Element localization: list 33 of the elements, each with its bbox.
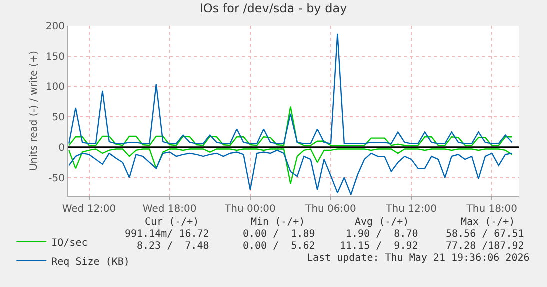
- text: 0.00 / 1.89: [243, 229, 316, 240]
- x-tick-label: Wed 12:00: [62, 204, 116, 215]
- legend-label: Req Size (KB): [52, 256, 130, 268]
- x-tick-label: Thu 00:00: [224, 204, 276, 215]
- text: 58.56 / 67.51: [446, 229, 524, 240]
- y-tick-label: 200: [46, 22, 65, 32]
- y-tick-label: 50: [52, 112, 65, 124]
- line-series: [68, 150, 513, 196]
- legend-label: IO/sec: [52, 238, 88, 249]
- text: Max (-/+): [461, 217, 516, 228]
- chart-title: IOs for /dev/sda - by day: [200, 2, 348, 16]
- text: Cur (-/+): [145, 217, 200, 228]
- line-series: [68, 33, 513, 144]
- x-tick-label: Wed 18:00: [142, 204, 197, 215]
- y-tick-label: 100: [46, 82, 65, 94]
- line-series: [68, 106, 513, 146]
- text: Min (-/+): [251, 217, 306, 228]
- text: 11.15 / 9.92: [340, 241, 418, 252]
- y-tick-label: 150: [46, 52, 65, 63]
- y-tick-label: 0: [58, 142, 65, 154]
- text: 8.23 / 7.48: [137, 241, 210, 252]
- x-tick-label: Thu 12:00: [385, 204, 437, 215]
- x-tick-label: Thu 18:00: [466, 204, 518, 215]
- text: Last update: Thu May 21 19:36:06 2026: [307, 253, 530, 264]
- text: 0.00 / 5.62: [243, 241, 316, 252]
- y-tick-label: -50: [48, 173, 65, 184]
- text: 77.28 /187.92: [446, 241, 524, 252]
- y-axis-title: Units read (-) / write (+): [28, 50, 40, 172]
- text: Avg (-/+): [355, 217, 410, 228]
- x-tick-label: Thu 06:00: [304, 204, 356, 215]
- line-series: [68, 148, 513, 184]
- text: 1.90 / 8.70: [346, 229, 418, 240]
- text: 991.14m/ 16.72: [125, 229, 210, 240]
